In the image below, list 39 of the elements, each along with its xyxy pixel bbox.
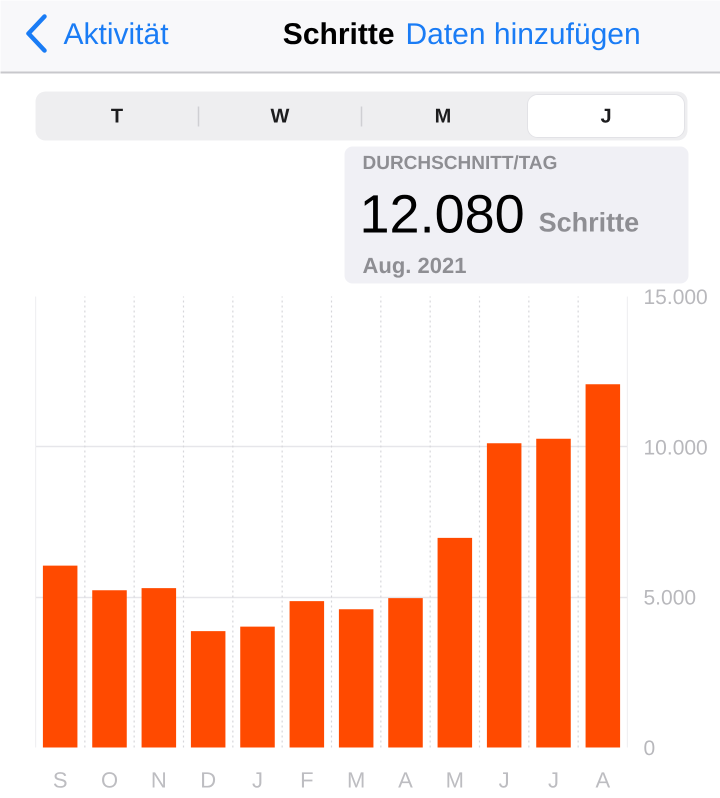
x-tick-label: M — [446, 768, 464, 792]
text: W — [270, 106, 290, 128]
bar — [190, 631, 226, 748]
y-tick-label: 5.000 — [644, 586, 696, 610]
text: Aktivität — [64, 18, 170, 51]
x-tick-label: O — [100, 768, 118, 792]
text: Schritte — [538, 208, 640, 238]
x-tick-label: N — [150, 768, 167, 792]
bar — [92, 590, 127, 748]
x-tick-label: M — [347, 768, 366, 792]
bar — [42, 566, 78, 748]
y-tick-label: 15.000 — [644, 286, 708, 309]
x-tick-label: F — [300, 768, 314, 792]
x-tick-label: J — [548, 768, 559, 792]
x-tick-label: J — [498, 768, 510, 792]
text: J — [600, 106, 612, 128]
bar — [536, 438, 571, 748]
y-tick-label: 10.000 — [644, 436, 708, 460]
x-tick-label: J — [252, 768, 263, 792]
bar — [388, 598, 423, 748]
text: DURCHSCHNITT/TAG — [362, 153, 558, 174]
text: Daten hinzufügen — [406, 18, 641, 51]
x-tick-label: A — [398, 768, 414, 792]
x-tick-label: A — [595, 768, 610, 792]
bar — [338, 609, 374, 748]
text: T — [110, 106, 124, 128]
bar — [438, 538, 472, 748]
chart-title: Schritte — [282, 18, 395, 51]
bar — [240, 626, 275, 748]
text: M — [434, 106, 452, 128]
text: 12.080 — [360, 184, 525, 244]
text: Aug. 2021 — [362, 253, 466, 278]
y-tick-label: 0 — [644, 737, 656, 760]
bar — [586, 384, 620, 748]
bar — [290, 601, 324, 748]
bar — [486, 443, 522, 748]
bar — [142, 588, 176, 748]
x-tick-label: D — [200, 768, 216, 792]
x-tick-label: S — [52, 768, 68, 792]
